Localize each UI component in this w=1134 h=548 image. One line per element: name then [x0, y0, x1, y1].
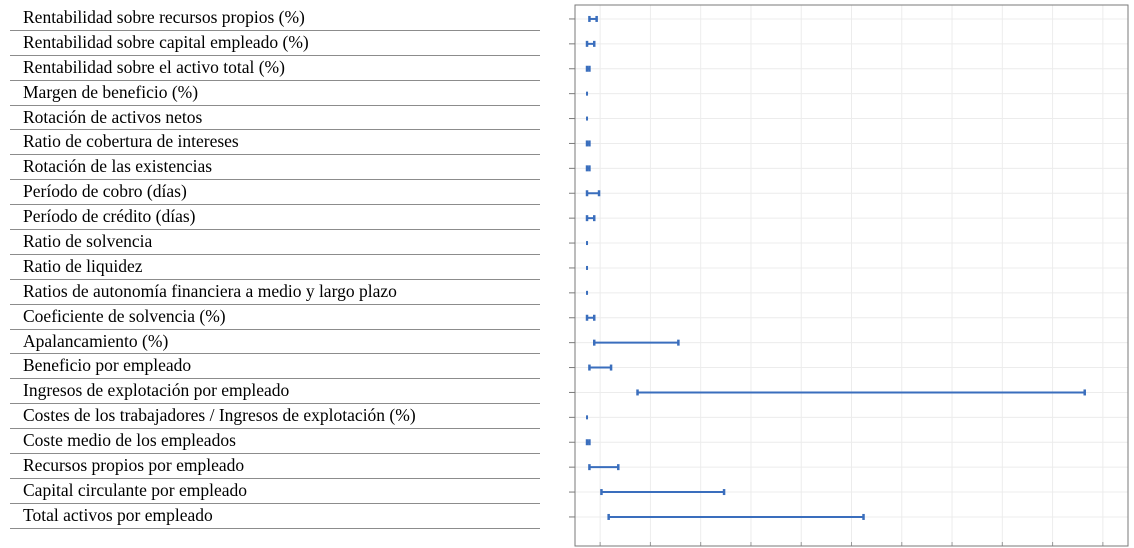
- range-marker: [586, 91, 589, 96]
- range-marker: [586, 265, 589, 270]
- category-label-list: Rentabilidad sobre recursos propios (%) R…: [10, 6, 540, 529]
- range-marker: [586, 116, 589, 121]
- category-label: Coeficiente de solvencia (%): [10, 305, 540, 330]
- category-label: Costes de los trabajadores / Ingresos de…: [10, 404, 540, 430]
- category-label: Ratios de autonomía financiera a medio y…: [10, 280, 540, 305]
- category-label: Ingresos de explotación por empleado: [10, 379, 540, 405]
- category-label: Ratio de solvencia: [10, 230, 540, 255]
- category-label: Rotación de activos netos: [10, 106, 540, 131]
- category-label: Apalancamiento (%): [10, 330, 540, 355]
- category-label: Coste medio de los empleados: [10, 429, 540, 455]
- plot-frame: [574, 4, 1129, 547]
- category-label: Rotación de las existencias: [10, 155, 540, 181]
- range-marker: [586, 290, 589, 295]
- category-label: Capital circulante por empleado: [10, 479, 540, 504]
- category-label: Rentabilidad sobre capital empleado (%): [10, 31, 540, 56]
- category-label: Recursos propios por empleado: [10, 454, 540, 479]
- category-label: Período de crédito (días): [10, 205, 540, 231]
- category-label: Margen de beneficio (%): [10, 81, 540, 106]
- category-label: Rentabilidad sobre recursos propios (%): [10, 6, 540, 31]
- range-marker: [586, 415, 589, 420]
- category-label: Beneficio por empleado: [10, 354, 540, 380]
- category-label: Período de cobro (días): [10, 180, 540, 206]
- range-marker: [586, 241, 589, 246]
- category-label: Rentabilidad sobre el activo total (%): [10, 56, 540, 81]
- category-label: Ratio de cobertura de intereses: [10, 130, 540, 156]
- category-label: Total activos por empleado: [10, 504, 540, 529]
- category-label: Ratio de liquidez: [10, 255, 540, 280]
